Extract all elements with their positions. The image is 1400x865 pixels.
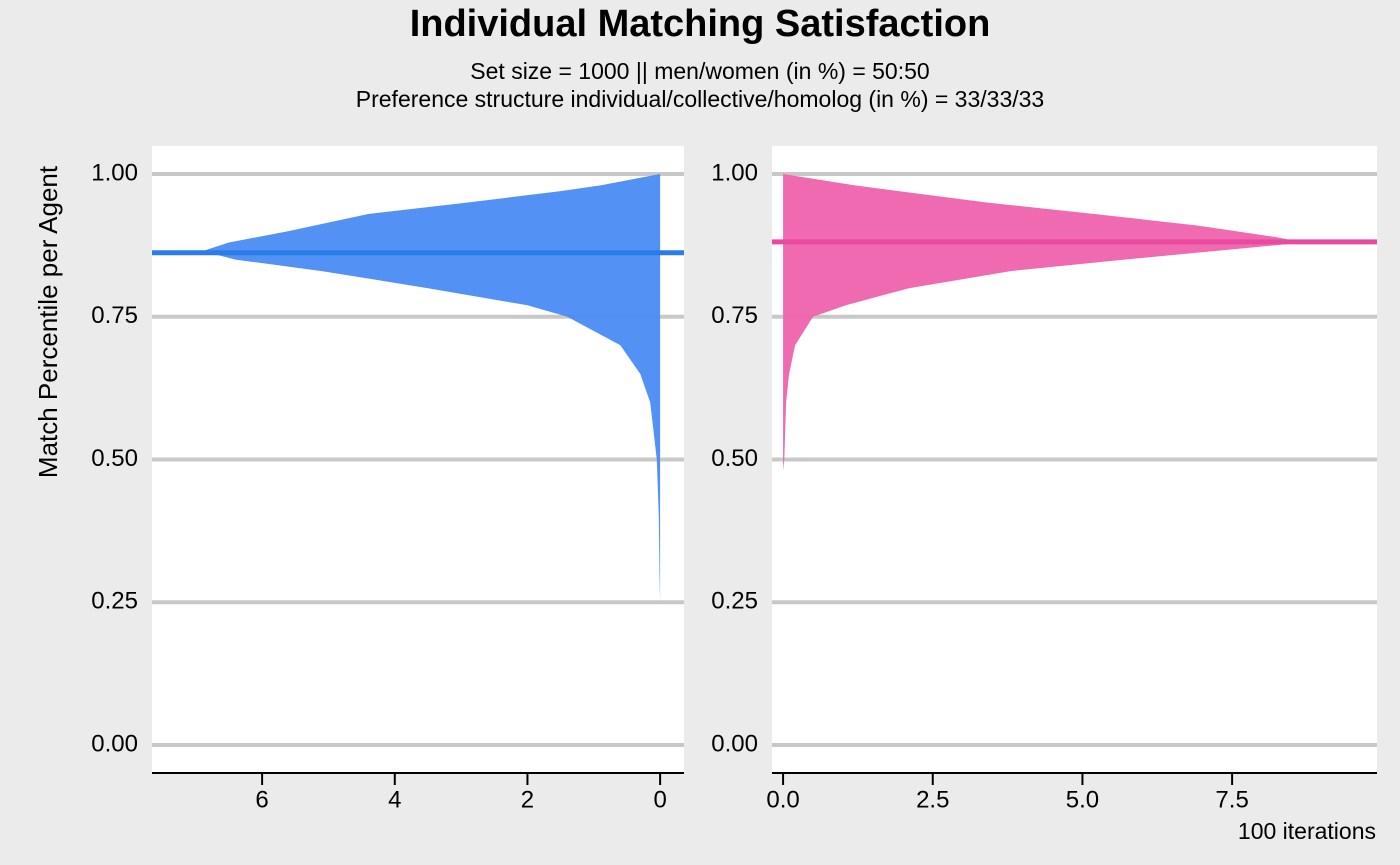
x-tick-label: 4 xyxy=(388,786,401,813)
y-tick-label: 0.75 xyxy=(711,302,758,329)
y-tick-label: 0.25 xyxy=(91,588,138,615)
x-tick-label: 5.0 xyxy=(1066,786,1099,813)
chart-title: Individual Matching Satisfaction xyxy=(410,3,991,45)
y-tick-label: 1.00 xyxy=(91,159,138,186)
y-axis-label: Match Percentile per Agent xyxy=(33,165,63,478)
y-tick-label: 0.25 xyxy=(711,588,758,615)
x-tick-label: 0 xyxy=(653,786,666,813)
x-tick-label: 2 xyxy=(521,786,534,813)
x-tick-label: 0.0 xyxy=(766,786,799,813)
subtitle: Set size = 1000 || men/women (in %) = 50… xyxy=(470,58,929,84)
x-tick-label: 6 xyxy=(255,786,268,813)
subtitle: Preference structure individual/collecti… xyxy=(356,86,1044,112)
y-tick-label: 0.00 xyxy=(711,730,758,757)
y-tick-label: 0.50 xyxy=(711,445,758,472)
caption: 100 iterations xyxy=(1238,818,1376,844)
y-tick-label: 1.00 xyxy=(711,159,758,186)
y-tick-label: 0.00 xyxy=(91,730,138,757)
x-tick-label: 7.5 xyxy=(1215,786,1248,813)
density-area xyxy=(783,174,1304,471)
x-tick-label: 2.5 xyxy=(916,786,949,813)
y-tick-label: 0.75 xyxy=(91,302,138,329)
y-tick-label: 0.50 xyxy=(91,445,138,472)
density-area xyxy=(202,174,661,603)
